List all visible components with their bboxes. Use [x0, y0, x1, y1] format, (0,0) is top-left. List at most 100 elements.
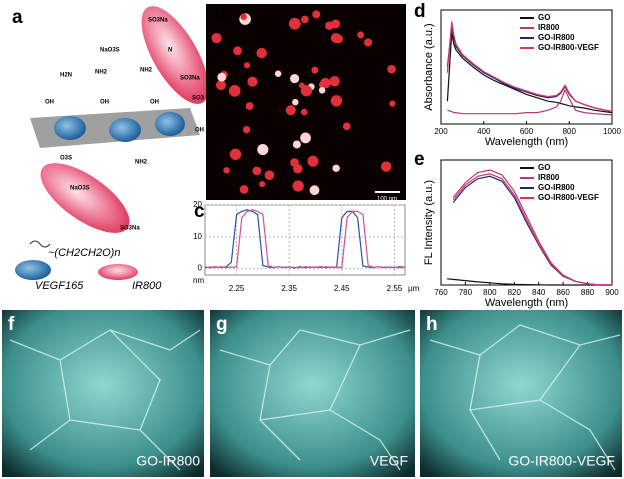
caption: GO-IR800 [136, 453, 200, 469]
x-tick-label: 860 [556, 288, 570, 297]
series-line [204, 209, 406, 269]
particle [300, 85, 313, 97]
legend-label: GO [538, 13, 550, 22]
particle [312, 10, 321, 19]
y-axis-label: Absorbance (a.u.) [423, 23, 435, 110]
vessels [9, 324, 621, 471]
series-line [446, 21, 613, 113]
particle [223, 167, 230, 174]
diagram-label: H2N [60, 73, 72, 79]
particle [357, 31, 365, 39]
micrograph [210, 310, 415, 477]
x-tick-label: 400 [477, 127, 491, 136]
particle [247, 76, 258, 87]
x-tick-label: 760 [434, 288, 448, 297]
particle [364, 38, 373, 47]
particle [381, 161, 392, 172]
diagram-label: SO3Na [120, 226, 140, 232]
diagram-label: SO3Na [148, 18, 168, 24]
legend-label: IR800 [538, 23, 560, 32]
y-axis-label: FL Intensity (a.u.) [423, 180, 435, 265]
legend-label: GO-IR800-VEGF [538, 43, 599, 52]
particle [217, 72, 227, 82]
micrograph [2, 310, 204, 477]
particle [264, 170, 275, 180]
y-tick-label: 10 [193, 232, 202, 241]
particle [301, 15, 309, 24]
particle [259, 181, 266, 188]
particle [330, 33, 341, 44]
x-tick-label: 800 [483, 288, 497, 297]
x-tick-label: 2.45 [334, 284, 350, 293]
particle [307, 155, 319, 167]
diagram-label: OH [195, 128, 204, 134]
diagram-label: NaO3S [100, 48, 120, 54]
particle [239, 185, 249, 194]
particle [325, 21, 334, 30]
y-unit: nm [193, 276, 204, 285]
diagram-label: ~(CH2CH2O)n [48, 247, 120, 259]
particle [292, 180, 304, 192]
particle [240, 13, 247, 21]
series-line [204, 209, 406, 269]
particle [342, 122, 351, 131]
y-tick-label: 20 [193, 200, 202, 209]
diagram-label: SO3Na [180, 76, 200, 82]
panel-label: d [414, 1, 426, 22]
diagram-label: OH [45, 100, 54, 106]
particle [245, 102, 254, 110]
particle [215, 79, 227, 91]
diagram-label: SO3 [192, 96, 205, 102]
x-axis-label: Wavelength (nm) [485, 136, 568, 148]
panel-label: c [194, 201, 205, 222]
particle [243, 62, 251, 69]
panel-label: f [8, 314, 15, 335]
plot-frame [204, 204, 406, 276]
x-tick-label: 840 [532, 288, 546, 297]
legend-label: GO-IR800-VEGF [538, 193, 599, 202]
particle [274, 70, 282, 77]
panel-label: e [414, 149, 425, 170]
particle [252, 166, 262, 176]
x-tick-label: 900 [605, 288, 619, 297]
x-axis-label: Wavelength (nm) [485, 297, 568, 309]
afm-image [206, 4, 406, 200]
particle [389, 100, 396, 107]
diagram-shapes [15, 6, 209, 280]
particle [292, 140, 301, 149]
particle [320, 77, 331, 89]
x-tick-label: 2.25 [229, 284, 245, 293]
scale-label: 100 nm [377, 197, 397, 203]
x-tick-label: 1000 [603, 127, 621, 136]
particle [329, 75, 340, 87]
particle [330, 95, 343, 107]
diagram-label: NH2 [95, 70, 108, 76]
x-tick-label: 800 [563, 127, 577, 136]
afm-particles [211, 10, 396, 196]
diagram-label: OH [150, 100, 159, 106]
x-tick-label: 2.55 [387, 284, 403, 293]
x-tick-label: 2.35 [281, 284, 297, 293]
diagram-label: OH [100, 100, 109, 106]
legend-label: GO-IR800 [538, 33, 575, 42]
x-tick-label: 820 [508, 288, 522, 297]
diagram-label: NH2 [140, 68, 153, 74]
x-tick-label: 880 [581, 288, 595, 297]
y-tick-label: 0 [198, 264, 203, 273]
panel-label: h [426, 314, 438, 335]
legend-label: IR800 [538, 173, 560, 182]
particle [288, 17, 301, 30]
particle [285, 105, 296, 116]
caption: GO-IR800-VEGF [508, 453, 615, 469]
particle [242, 125, 251, 134]
particle [293, 163, 303, 174]
particle [290, 74, 300, 84]
particle [311, 66, 319, 74]
panel-label: g [216, 314, 228, 335]
diagram-label: NaO3S [70, 186, 90, 192]
diagram-label: O3S [60, 156, 72, 162]
diagram-label: NH2 [135, 160, 148, 166]
particle [300, 132, 311, 144]
